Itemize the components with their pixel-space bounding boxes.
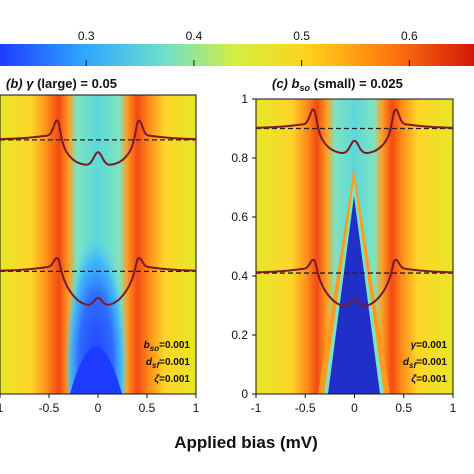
panel-c-curve-top bbox=[256, 108, 453, 154]
panel-b: 1 -0.5 0 0.5 1 (b) γ (large) = 0.05 bso=0.00… bbox=[0, 76, 200, 415]
panel-b-deep-channel bbox=[70, 347, 122, 394]
panel-c-y-tick-label: 0.6 bbox=[231, 210, 248, 224]
panel-b-title-value: (large) = 0.05 bbox=[37, 76, 117, 91]
panel-c-y-tick-label: 0.2 bbox=[231, 328, 248, 342]
panel-b-x-tick-label: 0 bbox=[95, 401, 102, 415]
panel-c-title-symbol: b bbox=[292, 76, 300, 91]
panel-c-annotation: dsf=0.001 bbox=[403, 357, 448, 370]
panel-b-x-tick-label: 0.5 bbox=[139, 401, 156, 415]
panel-c-triangle-core bbox=[328, 196, 380, 394]
panel-c-title-prefix: (c) bbox=[272, 76, 288, 91]
panel-c-x-tick-label: -0.5 bbox=[295, 401, 316, 415]
panel-c-y-tick-label: 0 bbox=[241, 387, 248, 401]
panel-b-title: (b) γ (large) = 0.05 bbox=[6, 76, 117, 91]
panel-b-curve-top bbox=[0, 119, 196, 166]
panel-b-x-tick-label: 1 bbox=[0, 401, 4, 415]
colorbar-tick-label: 0.4 bbox=[186, 29, 203, 43]
panel-c-annotations: γ=0.001 dsf=0.001 ζ=0.001 bbox=[403, 340, 448, 385]
panel-c-title: (c) bso (small) = 0.025 bbox=[272, 76, 403, 93]
colorbar: 0.3 0.4 0.5 0.6 bbox=[0, 29, 474, 66]
panel-c-x-tick-label: -1 bbox=[251, 401, 262, 415]
colorbar-gradient bbox=[0, 44, 474, 66]
panel-c-annotation: ζ=0.001 bbox=[411, 374, 447, 385]
panel-b-title-symbol: γ bbox=[26, 76, 34, 91]
panel-c-annotation: γ=0.001 bbox=[411, 340, 448, 351]
panel-c-curve-bottom bbox=[256, 258, 453, 307]
panel-b-x-tick-label: -0.5 bbox=[39, 401, 60, 415]
panel-c-y-tick-label: 0.4 bbox=[231, 269, 248, 283]
panel-c-title-value: (small) = 0.025 bbox=[314, 76, 403, 91]
panel-c-title-text: (c) bso (small) = 0.025 bbox=[272, 76, 403, 93]
panel-b-x-tick-label: 1 bbox=[193, 401, 200, 415]
panel-c-y-tick-label: 1 bbox=[241, 92, 248, 106]
panel-c: -1 -0.5 0 0.5 1 0 0.2 0.4 0.6 0.8 1 (c) bso (smal… bbox=[231, 76, 456, 415]
colorbar-tick-label: 0.3 bbox=[78, 29, 95, 43]
panel-b-curve-bottom bbox=[0, 256, 196, 306]
panel-c-x-tick-label: 0 bbox=[351, 401, 358, 415]
panel-b-annotation: bso=0.001 bbox=[144, 340, 191, 353]
panel-c-y-tick-label: 0.8 bbox=[231, 151, 248, 165]
panel-b-annotation: ζ=0.001 bbox=[154, 374, 190, 385]
panel-b-blue-channel bbox=[64, 190, 128, 394]
colorbar-tick-label: 0.5 bbox=[293, 29, 310, 43]
panel-c-x-tick-label: 1 bbox=[450, 401, 457, 415]
panel-b-title-text: (b) γ (large) = 0.05 bbox=[6, 76, 117, 91]
panel-b-annotation: dsf=0.001 bbox=[146, 357, 191, 370]
panel-b-title-prefix: (b) bbox=[6, 76, 23, 91]
panel-b-annotations: bso=0.001 dsf=0.001 ζ=0.001 bbox=[144, 340, 191, 385]
colorbar-tick-label: 0.6 bbox=[401, 29, 418, 43]
x-axis-label: Applied bias (mV) bbox=[174, 433, 318, 452]
panel-c-x-tick-label: 0.5 bbox=[395, 401, 412, 415]
panel-c-title-subscript: so bbox=[299, 83, 310, 93]
